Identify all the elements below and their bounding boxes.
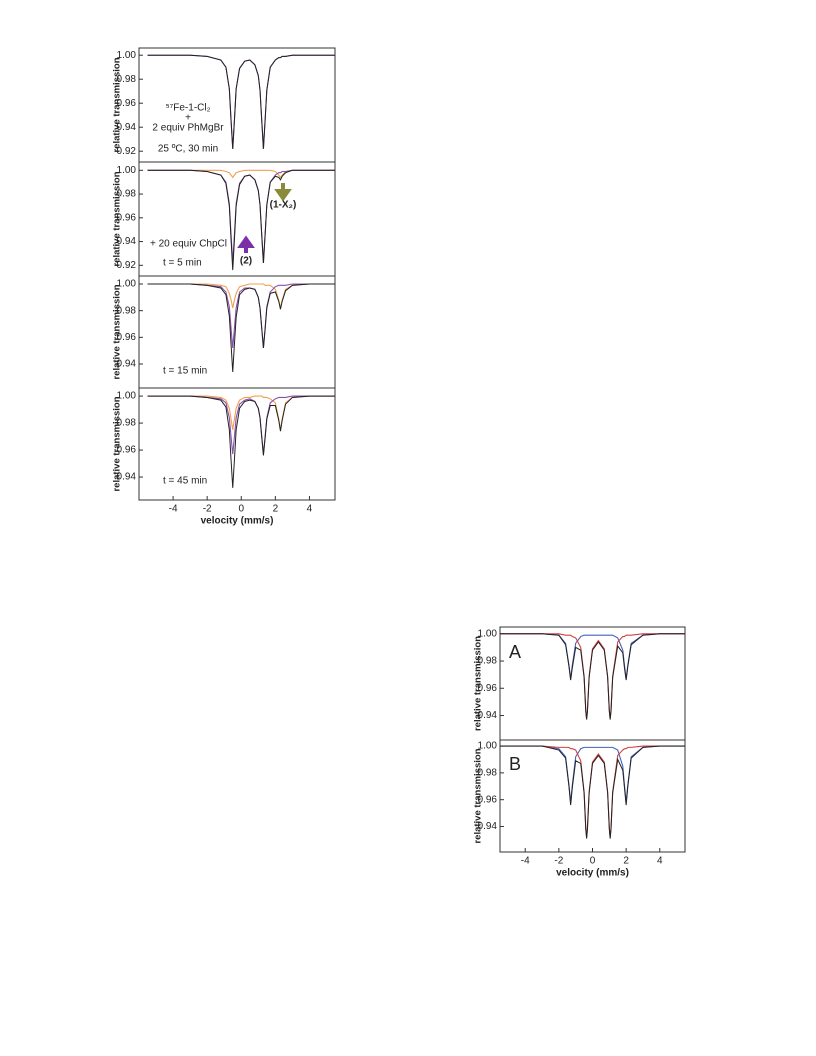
y-tick-label: 0.94 [117,472,137,483]
x-tick-label: 4 [307,504,313,515]
series-line [500,633,685,719]
plot-frame [138,387,336,501]
y-tick-label: 1.00 [117,50,137,61]
annotation: 2 equiv PhMgBr [152,123,224,134]
y-tick-label: 0.98 [117,74,137,85]
y-tick-label: 0.96 [117,332,137,343]
x-axis-title: velocity (mm/s) [556,868,629,879]
x-tick-label: 4 [657,856,663,867]
annotation: (2) [240,256,252,267]
y-tick-label: 1.00 [117,279,137,290]
series-line [147,54,335,149]
y-tick-label: 0.96 [117,445,137,456]
annotation: t = 15 min [163,366,207,377]
series-line [500,633,685,720]
x-tick-label: -4 [521,856,530,867]
arrow-up [237,235,255,253]
y-tick-label: 1.00 [117,391,137,402]
y-tick-label: 0.96 [478,794,498,805]
y-tick-label: 0.98 [117,418,137,429]
y-tick-label: 0.94 [117,236,137,247]
x-axis-title: velocity (mm/s) [201,516,274,527]
y-tick-label: 0.96 [117,212,137,223]
series-line [147,283,335,373]
annotation: + 20 equiv ChpCl [150,239,227,250]
y-tick-label: 1.00 [117,165,137,176]
y-axis-title: relative transmission [473,748,484,843]
y-tick-label: 0.94 [478,710,498,721]
series-line [147,169,335,179]
y-tick-label: 0.96 [478,683,498,694]
annotation: A [509,642,521,662]
y-tick-label: 0.94 [117,359,137,370]
x-tick-label: -2 [203,504,212,515]
x-tick-label: -4 [169,504,178,515]
y-axis-title: relative transmission [112,396,123,491]
arrow-down [274,183,292,202]
x-tick-label: -2 [554,856,563,867]
annotation: + [185,113,191,124]
annotation: 25 ºC, 30 min [158,144,218,155]
annotation: (1-X₂) [270,200,297,211]
x-tick-label: 0 [238,504,244,515]
annotation: ⁵⁷Fe-1-Cl₂ [166,103,211,114]
y-tick-label: 1.00 [478,741,498,752]
annotation: t = 45 min [163,476,207,487]
y-tick-label: 0.92 [117,260,137,271]
annotation: B [509,754,521,774]
x-tick-label: 2 [623,856,629,867]
x-tick-label: 2 [273,504,279,515]
series-line [500,745,685,838]
y-tick-label: 0.92 [117,146,137,157]
y-tick-label: 0.98 [117,189,137,200]
y-tick-label: 0.94 [478,821,498,832]
y-axis-title: relative transmission [112,57,123,152]
y-tick-label: 0.98 [117,305,137,316]
series-line [147,395,335,488]
x-tick-label: 0 [590,856,596,867]
y-axis-title: relative transmission [473,636,484,731]
series-line [500,745,685,839]
y-axis-title: relative transmission [112,284,123,379]
series-line [147,169,335,271]
y-axis-title: relative transmission [112,171,123,266]
y-tick-label: 0.98 [478,656,498,667]
annotation: t = 5 min [163,258,202,269]
y-tick-label: 0.96 [117,98,137,109]
y-tick-label: 1.00 [478,628,498,639]
y-tick-label: 0.94 [117,122,137,133]
y-tick-label: 0.98 [478,768,498,779]
